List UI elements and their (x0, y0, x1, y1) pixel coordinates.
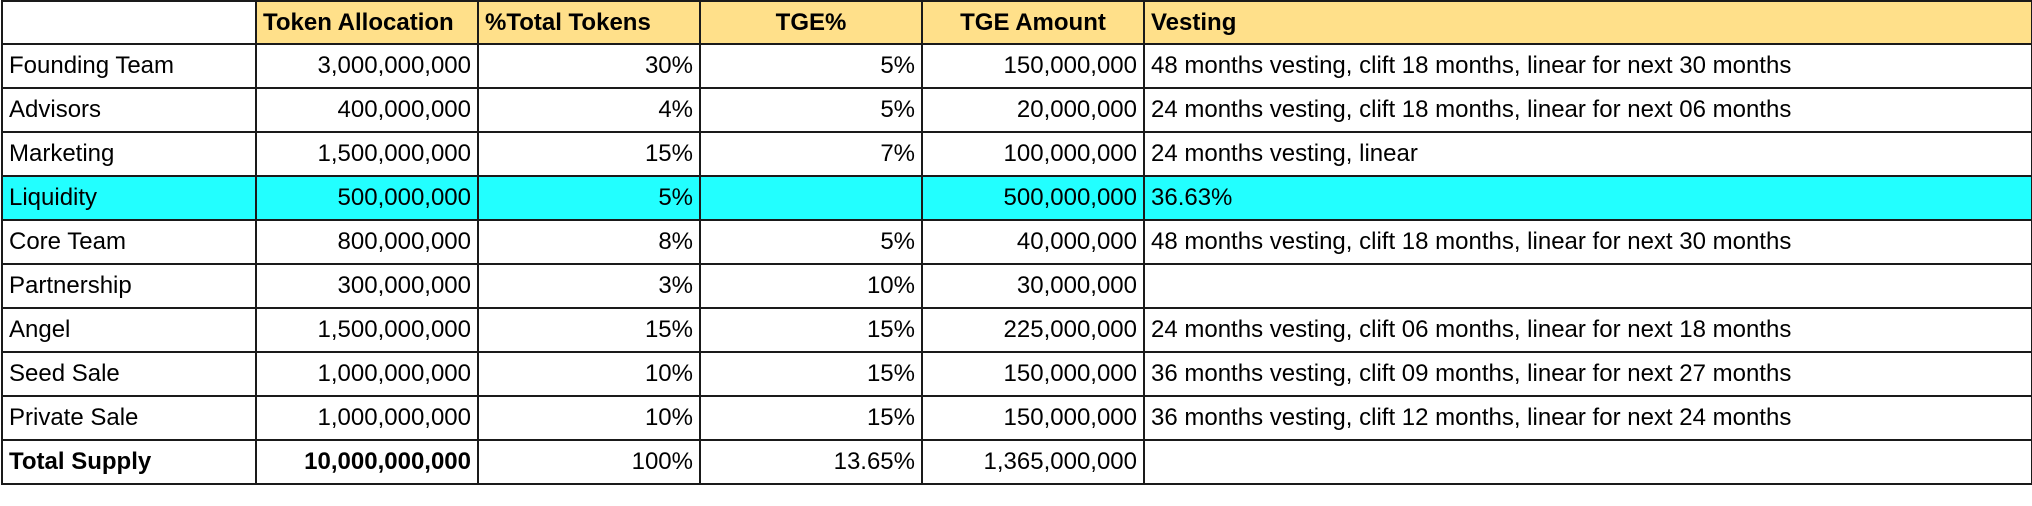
pct-total-cell: 15% (477, 131, 701, 177)
vesting-cell: 36 months vesting, clift 09 months, line… (1143, 351, 2032, 397)
tge-pct-cell: 5% (699, 87, 923, 133)
table-row-partnership: Partnership 300,000,000 3% 10% 30,000,00… (1, 263, 2032, 309)
tge-pct-cell: 15% (699, 307, 923, 353)
row-label: Private Sale (1, 395, 257, 441)
token-allocation-cell: 1,000,000,000 (255, 351, 479, 397)
row-label: Total Supply (1, 439, 257, 485)
tge-amount-cell: 1,365,000,000 (921, 439, 1145, 485)
table-row-marketing: Marketing 1,500,000,000 15% 7% 100,000,0… (1, 131, 2032, 177)
pct-total-cell: 5% (477, 175, 701, 221)
tge-amount-cell: 30,000,000 (921, 263, 1145, 309)
vesting-cell: 48 months vesting, clift 18 months, line… (1143, 219, 2032, 265)
token-allocation-cell: 300,000,000 (255, 263, 479, 309)
header-token-allocation: Token Allocation (255, 0, 479, 45)
tge-pct-cell (699, 175, 923, 221)
table-row-founding-team: Founding Team 3,000,000,000 30% 5% 150,0… (1, 43, 2032, 89)
table-row-angel: Angel 1,500,000,000 15% 15% 225,000,000 … (1, 307, 2032, 353)
header-pct-total-tokens: %Total Tokens (477, 0, 701, 45)
vesting-cell: 36.63% (1143, 175, 2032, 221)
header-row: Token Allocation %Total Tokens TGE% TGE … (1, 0, 2032, 45)
row-label: Founding Team (1, 43, 257, 89)
row-label: Core Team (1, 219, 257, 265)
row-label: Marketing (1, 131, 257, 177)
header-tge-amount: TGE Amount (921, 0, 1145, 45)
token-allocation-cell: 1,000,000,000 (255, 395, 479, 441)
tge-amount-cell: 500,000,000 (921, 175, 1145, 221)
header-vesting: Vesting (1143, 0, 2032, 45)
token-allocation-cell: 1,500,000,000 (255, 307, 479, 353)
tge-pct-cell: 15% (699, 351, 923, 397)
row-label: Advisors (1, 87, 257, 133)
vesting-cell: 24 months vesting, linear (1143, 131, 2032, 177)
vesting-cell (1143, 263, 2032, 309)
table-row-total-supply: Total Supply 10,000,000,000 100% 13.65% … (1, 439, 2032, 485)
token-allocation-cell: 800,000,000 (255, 219, 479, 265)
header-tge-pct: TGE% (699, 0, 923, 45)
pct-total-cell: 15% (477, 307, 701, 353)
tge-amount-cell: 150,000,000 (921, 351, 1145, 397)
pct-total-cell: 8% (477, 219, 701, 265)
table-row-seed-sale: Seed Sale 1,000,000,000 10% 15% 150,000,… (1, 351, 2032, 397)
tge-pct-cell: 5% (699, 219, 923, 265)
tge-amount-cell: 150,000,000 (921, 395, 1145, 441)
pct-total-cell: 4% (477, 87, 701, 133)
vesting-cell: 24 months vesting, clift 06 months, line… (1143, 307, 2032, 353)
tge-amount-cell: 40,000,000 (921, 219, 1145, 265)
pct-total-cell: 3% (477, 263, 701, 309)
tge-pct-cell: 13.65% (699, 439, 923, 485)
tge-amount-cell: 20,000,000 (921, 87, 1145, 133)
table-row-advisors: Advisors 400,000,000 4% 5% 20,000,000 24… (1, 87, 2032, 133)
vesting-cell: 36 months vesting, clift 12 months, line… (1143, 395, 2032, 441)
row-label: Partnership (1, 263, 257, 309)
header-blank-cell (1, 0, 257, 45)
table-row-liquidity: Liquidity 500,000,000 5% 500,000,000 36.… (1, 175, 2032, 221)
pct-total-cell: 30% (477, 43, 701, 89)
token-allocation-cell: 500,000,000 (255, 175, 479, 221)
row-label: Seed Sale (1, 351, 257, 397)
vesting-cell: 48 months vesting, clift 18 months, line… (1143, 43, 2032, 89)
row-label: Liquidity (1, 175, 257, 221)
tge-pct-cell: 5% (699, 43, 923, 89)
tge-pct-cell: 15% (699, 395, 923, 441)
row-label: Angel (1, 307, 257, 353)
token-allocation-cell: 1,500,000,000 (255, 131, 479, 177)
pct-total-cell: 10% (477, 351, 701, 397)
tge-pct-cell: 10% (699, 263, 923, 309)
pct-total-cell: 10% (477, 395, 701, 441)
tge-amount-cell: 225,000,000 (921, 307, 1145, 353)
token-allocation-cell: 10,000,000,000 (255, 439, 479, 485)
tge-amount-cell: 100,000,000 (921, 131, 1145, 177)
tokenomics-table: Token Allocation %Total Tokens TGE% TGE … (1, 0, 2032, 485)
table-row-core-team: Core Team 800,000,000 8% 5% 40,000,000 4… (1, 219, 2032, 265)
vesting-cell: 24 months vesting, clift 18 months, line… (1143, 87, 2032, 133)
token-allocation-cell: 400,000,000 (255, 87, 479, 133)
table-row-private-sale: Private Sale 1,000,000,000 10% 15% 150,0… (1, 395, 2032, 441)
token-allocation-cell: 3,000,000,000 (255, 43, 479, 89)
tge-amount-cell: 150,000,000 (921, 43, 1145, 89)
vesting-cell (1143, 439, 2032, 485)
tge-pct-cell: 7% (699, 131, 923, 177)
pct-total-cell: 100% (477, 439, 701, 485)
